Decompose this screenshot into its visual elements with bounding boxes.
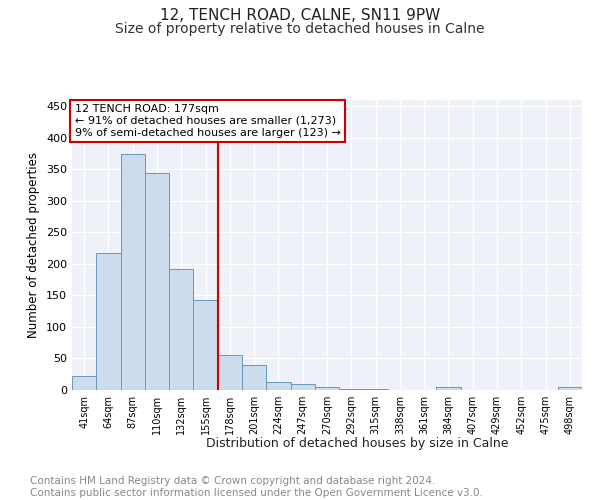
Text: 12 TENCH ROAD: 177sqm
← 91% of detached houses are smaller (1,273)
9% of semi-de: 12 TENCH ROAD: 177sqm ← 91% of detached … [74, 104, 340, 138]
Bar [145, 172, 169, 390]
Bar [121, 154, 145, 390]
Bar [96, 252, 121, 390]
Bar [339, 388, 364, 390]
Bar [290, 384, 315, 390]
Bar [193, 300, 218, 390]
Bar [242, 366, 266, 390]
Bar [436, 388, 461, 390]
Text: Contains HM Land Registry data © Crown copyright and database right 2024.
Contai: Contains HM Land Registry data © Crown c… [30, 476, 483, 498]
Bar [266, 382, 290, 390]
Text: Size of property relative to detached houses in Calne: Size of property relative to detached ho… [115, 22, 485, 36]
Bar [72, 376, 96, 390]
Text: Distribution of detached houses by size in Calne: Distribution of detached houses by size … [206, 438, 508, 450]
Bar [558, 388, 582, 390]
Text: 12, TENCH ROAD, CALNE, SN11 9PW: 12, TENCH ROAD, CALNE, SN11 9PW [160, 8, 440, 22]
Bar [218, 356, 242, 390]
Bar [315, 387, 339, 390]
Y-axis label: Number of detached properties: Number of detached properties [28, 152, 40, 338]
Bar [169, 269, 193, 390]
